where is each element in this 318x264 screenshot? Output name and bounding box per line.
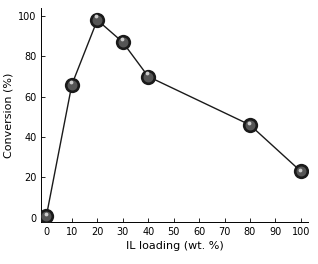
X-axis label: IL loading (wt. %): IL loading (wt. %) — [126, 241, 224, 251]
Point — [44, 214, 49, 218]
Point — [298, 169, 303, 173]
Point — [120, 40, 125, 44]
Point — [94, 14, 99, 18]
Y-axis label: Conversion (%): Conversion (%) — [4, 72, 14, 158]
Point — [247, 123, 252, 127]
Point — [120, 40, 125, 44]
Point — [247, 123, 252, 127]
Point — [69, 82, 74, 87]
Point — [69, 79, 74, 84]
Point — [298, 169, 303, 173]
Point — [95, 18, 100, 22]
Point — [69, 82, 74, 87]
Point — [120, 36, 125, 41]
Point — [247, 120, 252, 125]
Point — [44, 214, 49, 218]
Point — [95, 18, 100, 22]
Point — [145, 71, 150, 76]
Point — [146, 74, 151, 79]
Point — [298, 168, 303, 172]
Point — [146, 74, 151, 79]
Point — [43, 212, 48, 216]
